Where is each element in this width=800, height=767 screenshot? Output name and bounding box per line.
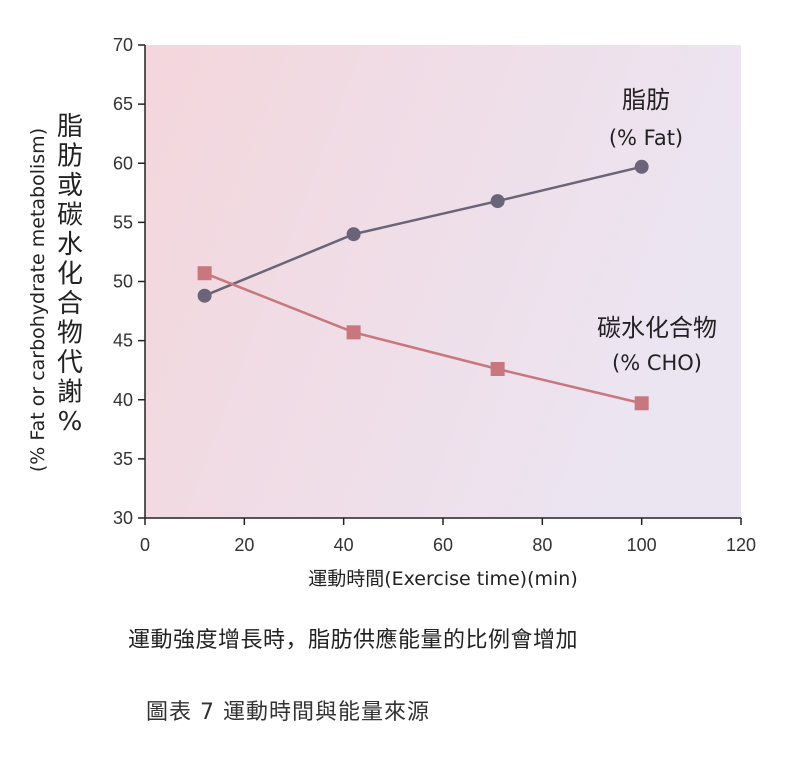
data-point-square xyxy=(490,362,505,377)
y-axis-label-zh-char: 或 xyxy=(57,171,83,201)
x-tick-label: 40 xyxy=(334,535,354,555)
x-tick-label: 120 xyxy=(726,535,756,555)
plot-background xyxy=(145,45,741,518)
figure-caption: 圖表 7 運動時間與能量來源 xyxy=(146,700,430,725)
x-tick-label: 0 xyxy=(140,535,150,555)
series-label-fat-en: (% Fat) xyxy=(609,126,683,150)
y-tick-label: 70 xyxy=(113,35,133,55)
axes xyxy=(138,44,742,525)
y-tick-label: 45 xyxy=(113,331,133,351)
series-line-1 xyxy=(204,272,642,405)
series-layer xyxy=(197,159,649,411)
series-label-fat-zh: 脂肪 xyxy=(622,86,670,114)
y-tick-label: 35 xyxy=(113,449,133,469)
y-tick-label: 30 xyxy=(113,508,133,528)
y-tick-label: 65 xyxy=(113,94,133,114)
y-axis-label-zh-char: 脂 xyxy=(57,112,83,142)
y-axis-label-en: (% Fat or carbohydrate metabolism) xyxy=(27,128,49,472)
chart: 30 35 40 45 50 55 60 65 70 0 20 40 60 80 100 120 (% Fat… xyxy=(27,35,756,590)
x-axis-label: 運動時間(Exercise time)(min) xyxy=(308,568,578,590)
y-axis-label-zh-char: 合 xyxy=(57,289,83,319)
data-point-square xyxy=(197,266,212,281)
data-point-circle xyxy=(346,227,361,242)
y-tick-label: 40 xyxy=(113,390,133,410)
x-tick-label: 60 xyxy=(433,535,453,555)
series-label-cho-zh: 碳水化合物 xyxy=(597,314,717,342)
data-point-square xyxy=(346,325,361,340)
x-tick-label: 20 xyxy=(234,535,254,555)
series-line-0 xyxy=(204,165,642,297)
x-tick-label: 100 xyxy=(627,535,657,555)
tick-labels: 30 35 40 45 50 55 60 65 70 0 20 40 60 80 100 120 xyxy=(113,35,756,555)
y-axis-label-zh-char: 物 xyxy=(57,319,83,349)
x-tick-label: 80 xyxy=(532,535,552,555)
data-point-circle xyxy=(197,288,212,303)
y-axis-label-zh-char: 碳 xyxy=(57,201,83,231)
y-tick-label: 50 xyxy=(113,272,133,292)
y-axis-label-zh: 脂肪或碳水化合物代謝% xyxy=(57,112,83,437)
y-axis-label-zh-char: 水 xyxy=(57,230,83,260)
data-point-circle xyxy=(634,159,649,174)
y-tick-label: 55 xyxy=(113,212,133,232)
y-tick-label: 60 xyxy=(113,153,133,173)
y-axis-label-zh-char: % xyxy=(58,407,83,437)
chart-subtitle: 運動強度增長時，脂肪供應能量的比例會增加 xyxy=(128,628,579,653)
data-point-square xyxy=(634,396,649,411)
series-label-cho-en: (% CHO) xyxy=(612,351,702,375)
y-axis-label-zh-char: 化 xyxy=(57,260,83,290)
data-point-circle xyxy=(490,194,505,209)
y-axis-label-zh-char: 代 xyxy=(57,348,83,378)
y-axis-label-zh-char: 肪 xyxy=(57,142,83,172)
y-axis-label-zh-char: 謝 xyxy=(57,378,83,408)
